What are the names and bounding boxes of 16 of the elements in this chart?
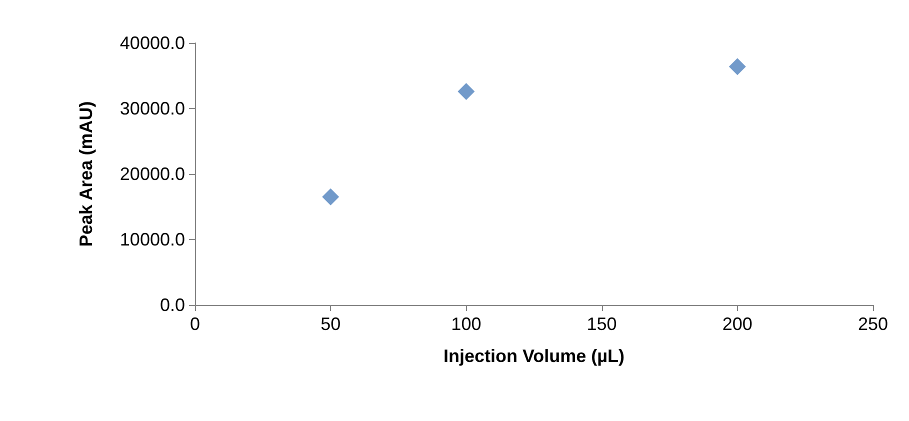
x-tick-label: 50 (320, 314, 341, 334)
point (728, 58, 746, 76)
point (458, 82, 475, 100)
y-tick-label: 20000.0 (120, 164, 185, 184)
y-axis-title: Peak Area (mAU) (76, 101, 96, 247)
x-tick-label: 100 (451, 314, 482, 334)
y-tick-label: 0.0 (160, 295, 185, 315)
point (322, 188, 340, 206)
y-tick-label: 30000.0 (120, 98, 185, 118)
y-tick-label: 40000.0 (120, 33, 185, 53)
x-tick-label: 250 (858, 314, 888, 334)
x-tick-label: 0 (190, 314, 200, 334)
x-tick-label: 150 (586, 314, 617, 334)
x-tick-label: 200 (722, 314, 752, 334)
x-axis-title: Injection Volume (µL) (443, 346, 625, 366)
y-tick-label: 10000.0 (120, 230, 185, 250)
